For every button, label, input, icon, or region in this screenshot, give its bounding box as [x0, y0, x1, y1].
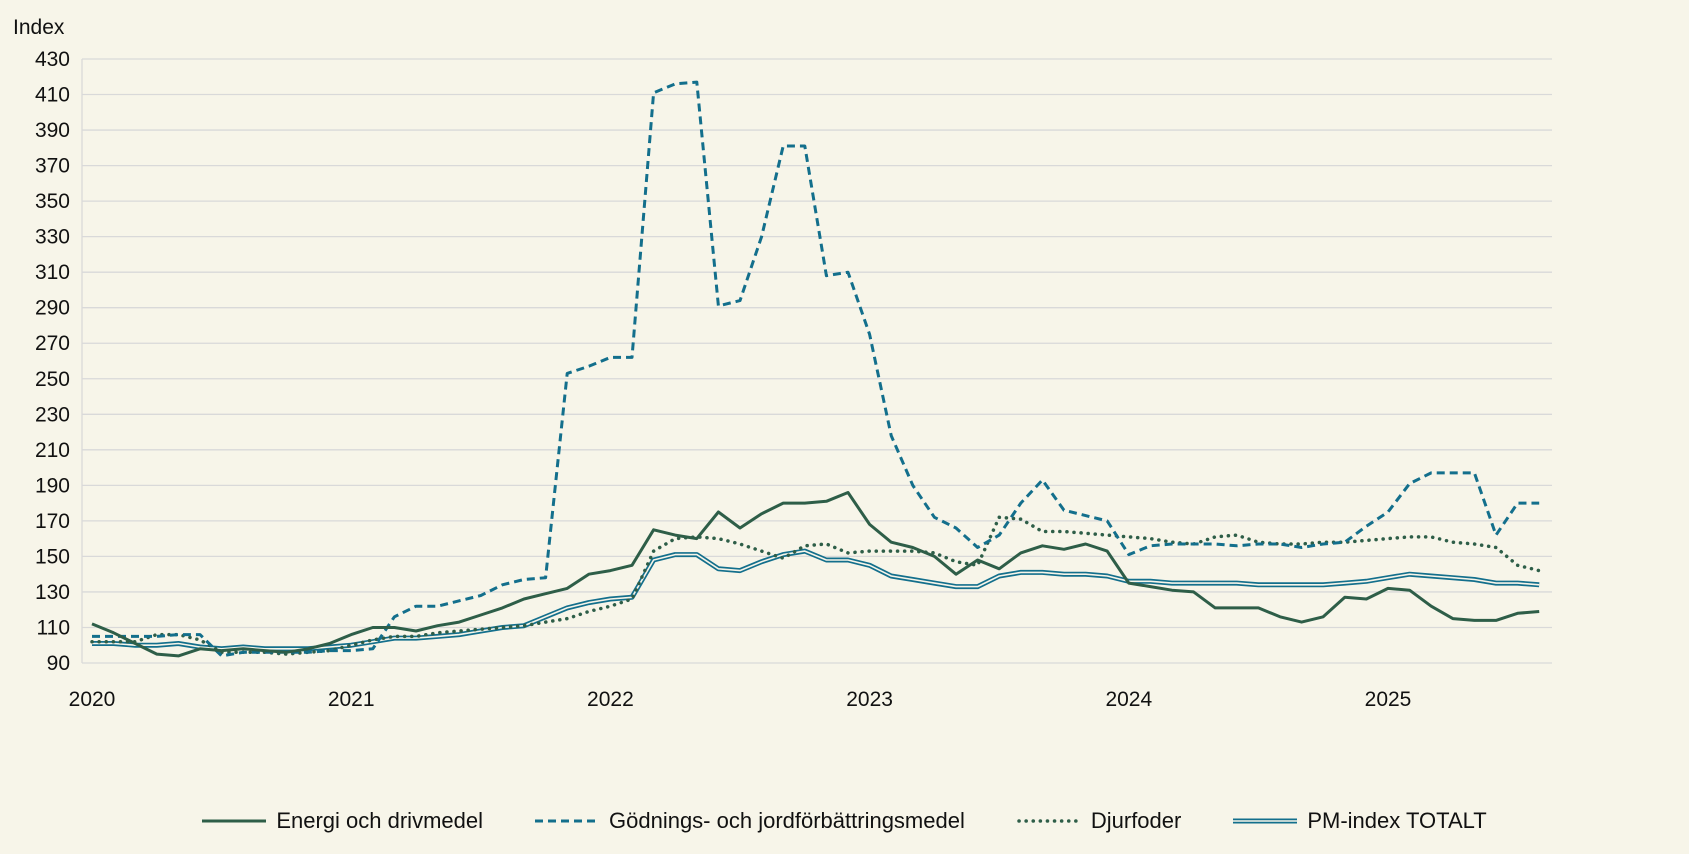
x-tick-label: 2024	[1105, 688, 1152, 711]
y-tick-label: 110	[37, 616, 70, 639]
legend-label: Djurfoder	[1090, 808, 1182, 833]
x-tick-label: 2021	[328, 688, 375, 711]
legend-label: Gödnings- och jordförbättringsmedel	[609, 808, 965, 833]
x-tick-label: 2023	[846, 688, 893, 711]
legend-label: PM-index TOTALT	[1307, 808, 1487, 833]
legend-item-energi: Energi och drivmedel	[202, 808, 483, 834]
y-tick-label: 130	[35, 581, 70, 604]
y-tick-label: 290	[35, 297, 70, 320]
y-tick-label: 250	[35, 368, 70, 391]
y-tick-label: 230	[35, 403, 70, 426]
y-tick-label: 330	[35, 226, 70, 249]
series-g-dnings-och-jordf-rb-ttringsmedel-line	[92, 80, 1540, 658]
y-tick-label: 350	[35, 190, 70, 213]
legend-item-djurfoder: Djurfoder	[1017, 808, 1181, 834]
series-pm-index-totalt-line-inner	[92, 550, 1540, 650]
y-tick-label: 210	[35, 439, 70, 462]
x-tick-label: 2022	[587, 688, 634, 711]
y-tick-label: 410	[35, 84, 70, 107]
legend-swatch-dotted	[1017, 819, 1081, 823]
y-tick-label: 270	[35, 332, 70, 355]
y-tick-label: 170	[35, 510, 70, 533]
legend-swatch-solid	[202, 819, 267, 823]
x-tick-label: 2020	[69, 688, 116, 711]
grid	[81, 58, 1552, 664]
y-tick-label: 310	[35, 261, 70, 284]
y-tick-label: 390	[35, 119, 70, 142]
x-tick-label: 2025	[1365, 688, 1412, 711]
legend-item-pm-index: PM-index TOTALT	[1233, 808, 1487, 834]
y-ticks: 90 110 130 150 170 190 210 230 250 270 290 310 330 35…	[35, 48, 70, 675]
series-lines	[90, 80, 1541, 658]
legend: Energi och drivmedel Gödnings- och jordf…	[0, 808, 1689, 834]
y-tick-label: 90	[47, 652, 70, 675]
y-tick-label: 430	[35, 48, 70, 71]
legend-item-godning: Gödnings- och jordförbättringsmedel	[535, 808, 965, 834]
legend-swatch-double	[1233, 818, 1298, 824]
y-tick-label: 150	[35, 545, 70, 568]
legend-label: Energi och drivmedel	[276, 808, 483, 833]
legend-swatch-dashed	[535, 819, 599, 823]
y-tick-label: 370	[35, 155, 70, 178]
series-pm-index-totalt-line	[92, 548, 1540, 652]
series-energi-och-drivmedel-line	[91, 491, 1540, 658]
x-ticks: 2020 2021 2022 2023 2024 2025	[69, 688, 1412, 711]
series-djurfoder-line	[90, 515, 1541, 656]
y-tick-label: 190	[35, 474, 70, 497]
y-axis-label: Index	[13, 16, 65, 39]
